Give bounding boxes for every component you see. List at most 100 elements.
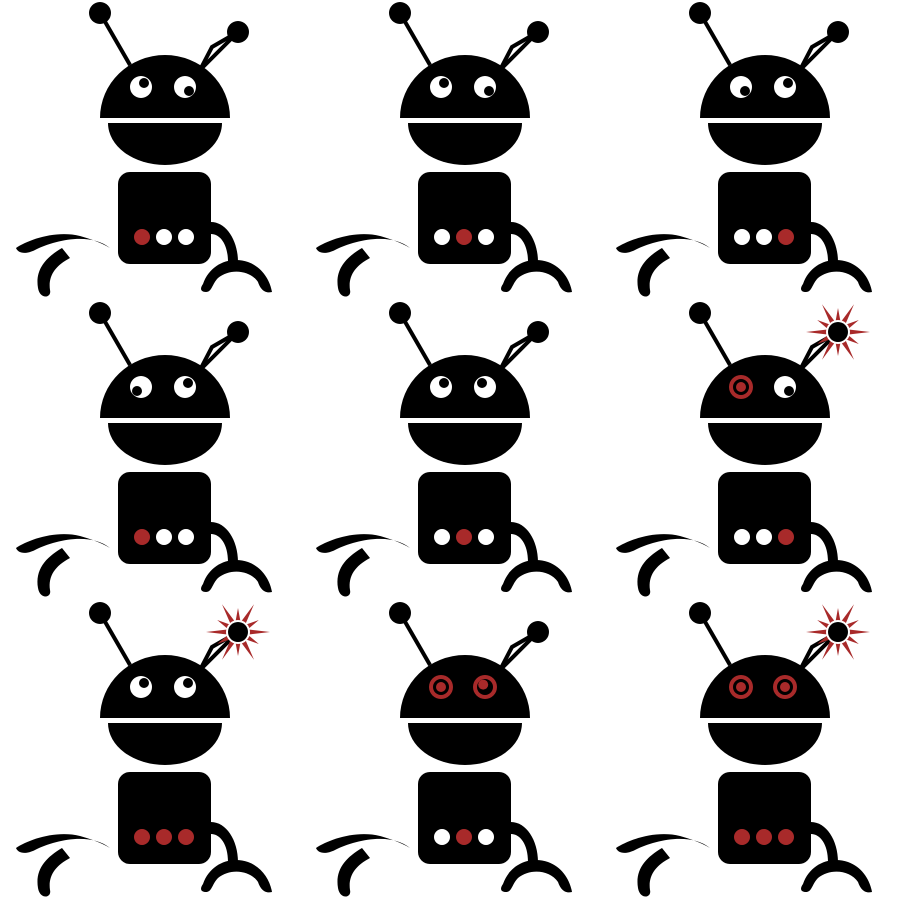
- robot-body: [418, 472, 511, 564]
- left-pupil: [439, 78, 449, 88]
- right-eye: [774, 376, 796, 398]
- right-arm: [811, 522, 838, 562]
- left-pupil: [139, 678, 149, 688]
- left-arm: [616, 834, 710, 853]
- robot-jaw: [708, 123, 822, 165]
- robot-sprite: [616, 2, 872, 297]
- robot-body: [718, 772, 811, 864]
- robot-frame: [600, 0, 900, 300]
- robot-body: [118, 172, 211, 264]
- robot-head: [100, 655, 230, 718]
- mouth-line: [400, 118, 530, 123]
- robot-jaw: [408, 123, 522, 165]
- right-pupil: [783, 78, 793, 88]
- robot: [16, 302, 272, 597]
- left-eye: [729, 375, 753, 399]
- right-pupil: [784, 386, 794, 396]
- indicator-light: [778, 529, 794, 545]
- robot-body: [418, 772, 511, 864]
- indicator-light: [434, 229, 450, 245]
- indicator-light: [478, 229, 494, 245]
- indicator-light: [778, 229, 794, 245]
- robot-sprite: [16, 2, 272, 297]
- right-pupil: [478, 679, 489, 690]
- right-eye: [174, 76, 196, 98]
- right-antenna-tip: [527, 321, 549, 343]
- left-eye: [130, 76, 152, 98]
- indicator-light: [734, 529, 750, 545]
- left-claw: [337, 248, 370, 297]
- left-antenna-tip: [389, 302, 411, 324]
- robot: [316, 302, 572, 597]
- mouth-line: [100, 118, 230, 123]
- right-claw: [801, 260, 872, 293]
- left-antenna-tip: [689, 302, 711, 324]
- antenna-spark-icon: [206, 604, 270, 660]
- robot-jaw: [708, 723, 822, 765]
- robot-jaw: [408, 423, 522, 465]
- right-arm: [811, 822, 838, 862]
- left-arm: [16, 234, 110, 253]
- left-antenna-tip: [689, 2, 711, 24]
- left-claw: [637, 548, 670, 597]
- right-pupil: [183, 678, 193, 688]
- right-eye-white: [174, 76, 196, 98]
- left-antenna-tip: [689, 602, 711, 624]
- robot-sprite: [616, 302, 872, 597]
- robot: [616, 302, 872, 597]
- right-antenna-tip: [227, 21, 249, 43]
- right-arm: [511, 822, 538, 862]
- left-arm: [316, 534, 410, 553]
- indicator-light: [156, 229, 172, 245]
- indicator-light: [134, 829, 150, 845]
- left-claw: [37, 248, 70, 297]
- robot-sprite: [316, 602, 572, 897]
- left-eye: [430, 376, 452, 398]
- robot: [316, 602, 572, 897]
- right-pupil: [477, 378, 487, 388]
- right-arm: [211, 222, 238, 262]
- mouth-line: [100, 418, 230, 423]
- robot-body: [718, 472, 811, 564]
- left-claw: [37, 548, 70, 597]
- left-eye-white: [130, 376, 152, 398]
- indicator-light: [456, 229, 472, 245]
- mouth-line: [700, 418, 830, 423]
- right-pupil: [484, 86, 494, 96]
- robot: [316, 2, 572, 297]
- left-claw: [637, 248, 670, 297]
- left-claw: [337, 548, 370, 597]
- left-pupil: [436, 682, 446, 692]
- left-arm: [616, 534, 710, 553]
- indicator-light: [178, 229, 194, 245]
- left-eye: [730, 76, 752, 98]
- left-antenna-tip: [89, 602, 111, 624]
- right-arm: [511, 522, 538, 562]
- indicator-light: [178, 829, 194, 845]
- right-eye-white: [474, 76, 496, 98]
- right-claw: [801, 860, 872, 893]
- right-claw: [501, 560, 572, 593]
- right-antenna-tip: [527, 621, 549, 643]
- right-arm: [211, 822, 238, 862]
- indicator-light: [134, 229, 150, 245]
- spark-core: [828, 322, 848, 342]
- right-arm: [511, 222, 538, 262]
- right-pupil: [184, 86, 194, 96]
- robot-frame: [600, 600, 900, 900]
- robot-frame: [300, 600, 600, 900]
- right-arm: [811, 222, 838, 262]
- indicator-light: [434, 529, 450, 545]
- left-arm: [16, 534, 110, 553]
- indicator-light: [134, 529, 150, 545]
- left-arm: [616, 234, 710, 253]
- indicator-light: [456, 529, 472, 545]
- robot-frame: [600, 300, 900, 600]
- robot-jaw: [108, 723, 222, 765]
- robot-frame: [300, 300, 600, 600]
- spark-core: [828, 622, 848, 642]
- mouth-line: [700, 718, 830, 723]
- robot-frame: [0, 0, 300, 300]
- robot-body: [118, 472, 211, 564]
